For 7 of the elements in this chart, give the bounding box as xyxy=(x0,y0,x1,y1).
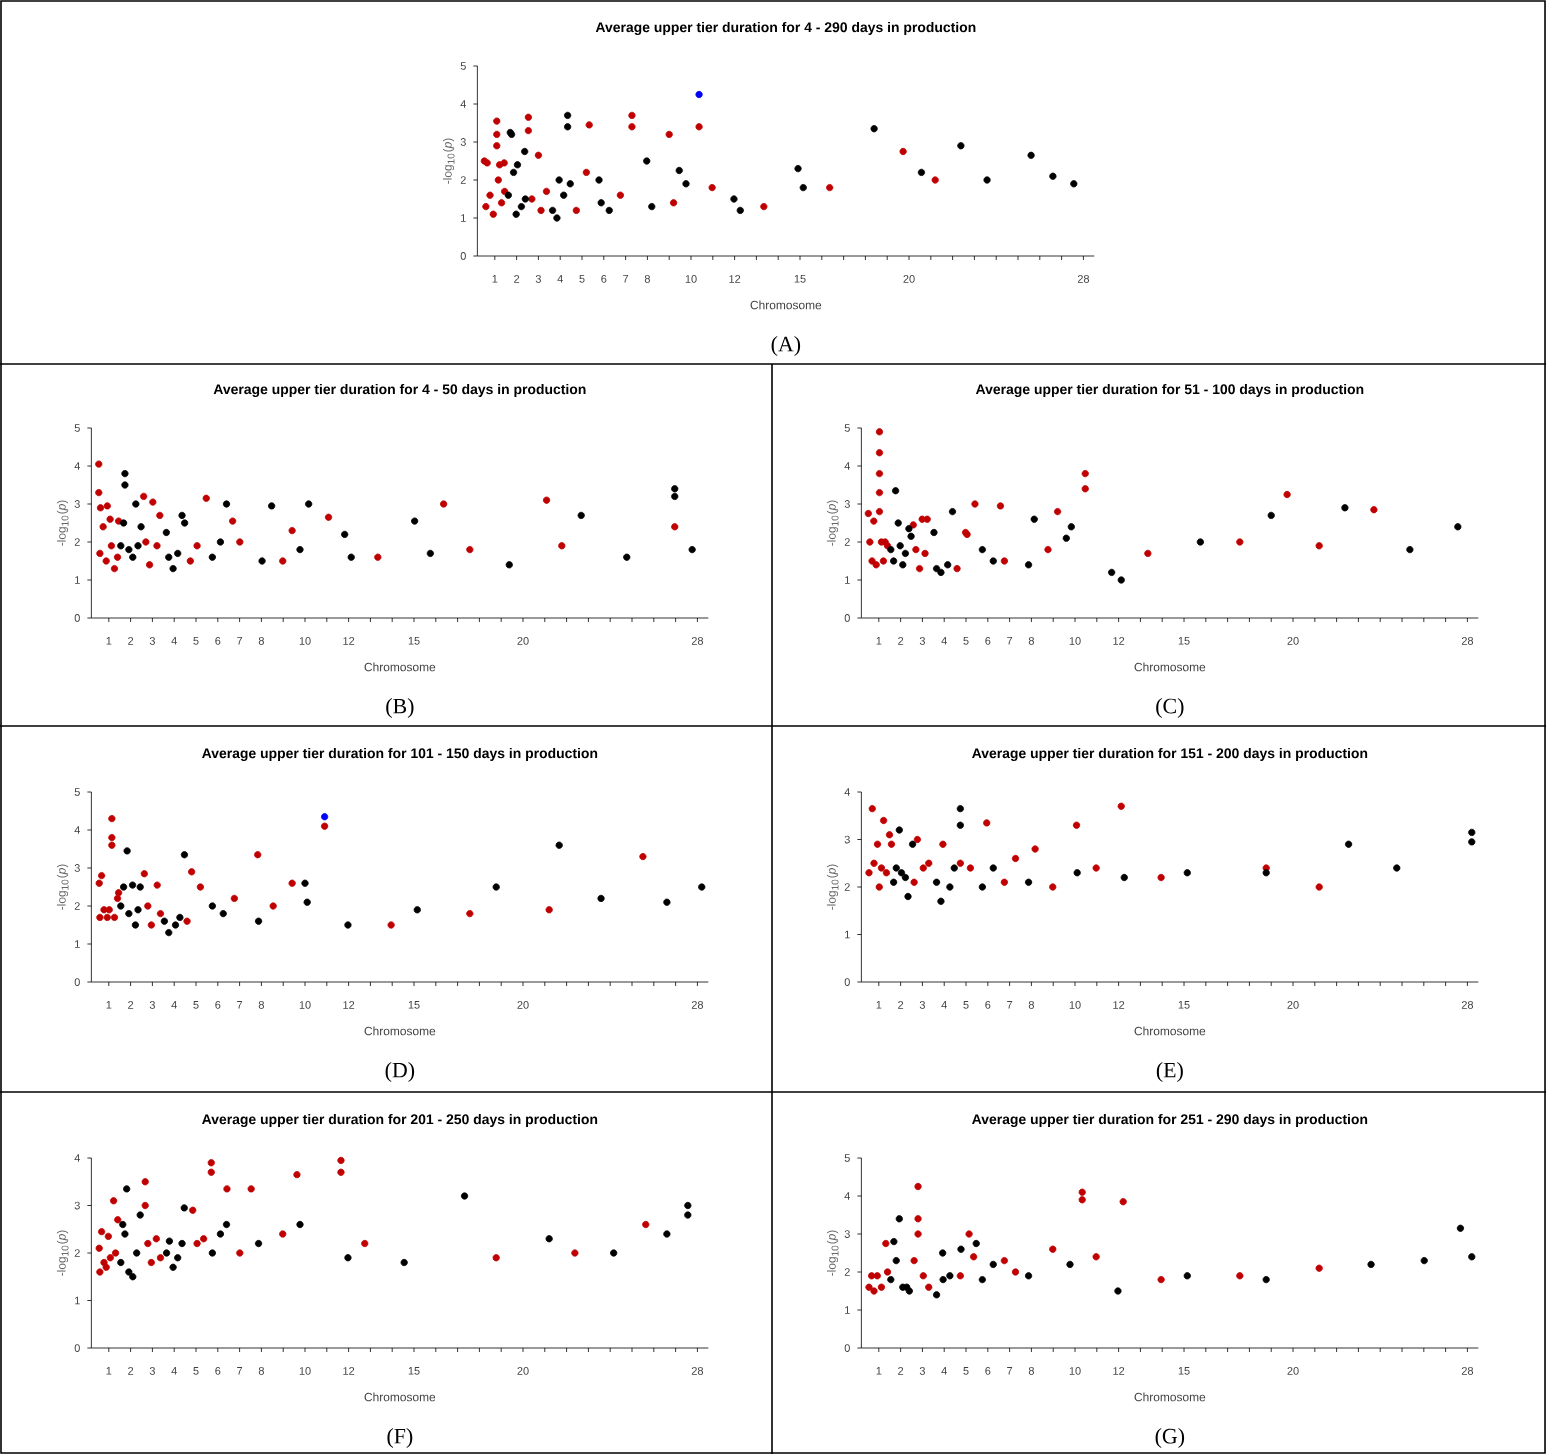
text: (A) xyxy=(771,336,801,356)
text: (G) xyxy=(1155,1428,1185,1448)
text: (E) xyxy=(1156,1062,1183,1082)
text: (F) xyxy=(387,1428,413,1448)
text: (D) xyxy=(385,1062,415,1082)
text: (B) xyxy=(386,698,414,718)
text: (C) xyxy=(1156,698,1184,718)
